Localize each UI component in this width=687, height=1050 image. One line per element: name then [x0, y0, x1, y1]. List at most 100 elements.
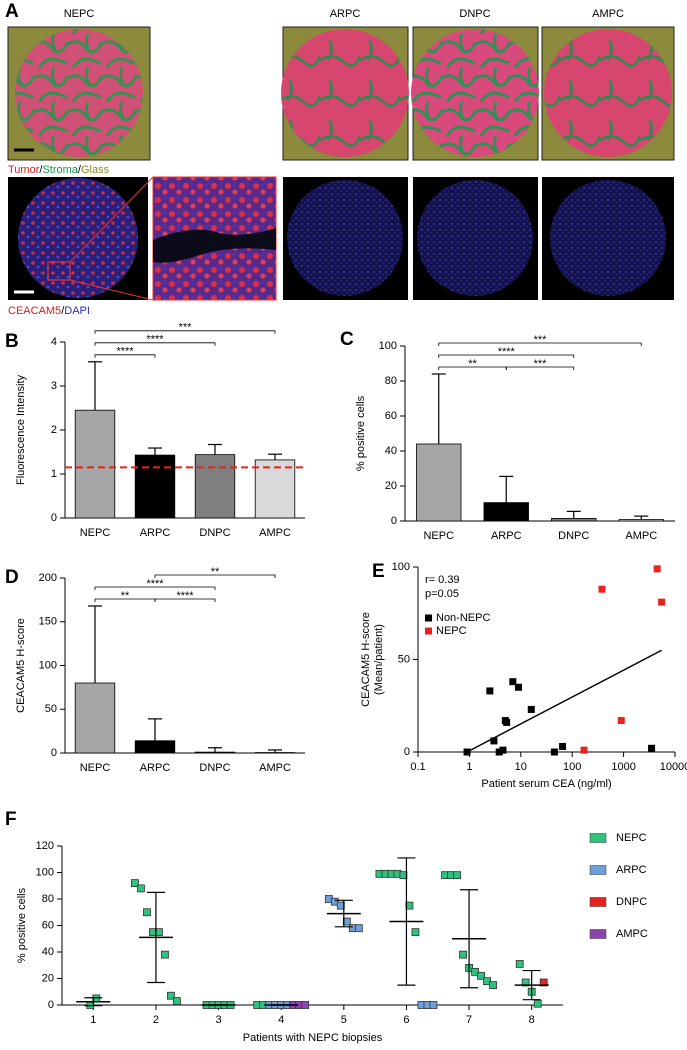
x-tick-label: AMPC	[259, 527, 291, 539]
point	[617, 717, 625, 725]
significance-label: ****	[116, 346, 134, 358]
x-tick-label: 100	[563, 761, 581, 773]
significance-label: **	[468, 358, 477, 370]
legend-swatch	[589, 929, 607, 939]
point	[131, 879, 139, 887]
legend-label: NEPC	[616, 832, 647, 844]
point	[521, 978, 530, 987]
stain-name: /	[78, 164, 82, 176]
x-tick-label: AMPC	[259, 762, 291, 774]
panel-label: E	[372, 561, 385, 582]
y-tick-label: 0	[404, 746, 410, 758]
stain-name: /	[61, 305, 65, 317]
point	[550, 748, 558, 756]
legend-swatch	[589, 865, 607, 875]
annotation: r= 0.39	[425, 574, 460, 586]
point	[648, 744, 656, 752]
bar	[194, 454, 236, 519]
y-axis-label: CEACAM5 H-score	[360, 612, 372, 707]
significance-bracket	[505, 366, 575, 370]
significance-label: ****	[176, 590, 194, 602]
legend-swatch	[589, 833, 607, 843]
bar	[483, 502, 529, 522]
stain-name: Stroma	[42, 164, 78, 176]
y-axis-label: CEACAM5 H-score	[15, 618, 27, 713]
x-tick-label: 1	[466, 761, 472, 773]
x-axis-label: Patient serum CEA (ng/ml)	[481, 778, 611, 790]
panel-label: F	[5, 809, 17, 830]
stain-legend: Tumor/Stroma/Glass	[8, 164, 110, 176]
y-tick-label: 60	[385, 410, 397, 422]
y-tick-label: 40	[385, 445, 397, 457]
x-tick-label: 1000	[611, 761, 635, 773]
image-label: AMPC	[592, 8, 624, 20]
x-tick-label: 8	[529, 1014, 535, 1026]
panel-label: A	[5, 1, 19, 22]
y-tick-label: 80	[385, 375, 397, 387]
y-tick-label: 80	[42, 893, 54, 905]
point	[539, 978, 548, 987]
x-tick-label: 4	[278, 1014, 284, 1026]
x-tick-label: 10	[515, 761, 527, 773]
image-label: NEPC	[64, 8, 95, 20]
point	[173, 997, 181, 1005]
point	[653, 565, 661, 573]
legend-label: AMPC	[616, 928, 648, 940]
x-tick-label: ARPC	[491, 530, 522, 542]
point	[495, 748, 503, 756]
stain-name: /	[39, 164, 43, 176]
legend-label: DNPC	[616, 896, 647, 908]
x-tick-label: 6	[403, 1014, 409, 1026]
legend-label: NEPC	[436, 625, 467, 637]
y-axis-label: % positive cells	[355, 395, 367, 471]
y-tick-label: 0	[391, 515, 397, 527]
y-tick-label: 0	[51, 747, 57, 759]
significance-label: ***	[179, 322, 193, 334]
y-tick-label: 4	[51, 336, 57, 348]
y-axis-label: % positive cells	[16, 887, 28, 963]
point	[658, 598, 666, 606]
x-tick-label: 10000	[660, 761, 687, 773]
point	[490, 737, 498, 745]
significance-label: ****	[498, 346, 516, 358]
point	[471, 967, 479, 976]
y-tick-label: 100	[379, 340, 397, 352]
y-tick-label: 50	[45, 703, 57, 715]
y-tick-label: 1	[51, 468, 57, 480]
y-tick-label: 0	[48, 999, 54, 1011]
bar	[194, 751, 236, 754]
x-tick-label: 0.1	[410, 761, 425, 773]
bar	[74, 682, 116, 754]
x-tick-label: NEPC	[423, 530, 454, 542]
x-tick-label: 2	[153, 1014, 159, 1026]
significance-bracket	[94, 586, 216, 590]
point	[509, 678, 517, 686]
significance-label: **	[121, 590, 130, 602]
fit-line	[466, 649, 663, 753]
significance-label: **	[211, 566, 220, 578]
y-tick-label: 20	[385, 480, 397, 492]
point	[429, 1001, 438, 1009]
y-tick-label: 3	[51, 380, 57, 392]
point	[453, 871, 461, 880]
point	[515, 960, 524, 968]
point	[330, 897, 339, 906]
x-tick-label: NEPC	[80, 527, 111, 539]
y-axis-label: Fluorescence Intensity	[15, 374, 27, 485]
significance-label: ***	[534, 358, 548, 370]
x-tick-label: DNPC	[199, 762, 230, 774]
image-label: DNPC	[459, 8, 490, 20]
significance-label: ****	[146, 578, 164, 590]
significance-bracket	[94, 354, 156, 358]
bar	[551, 517, 597, 522]
y-tick-label: 200	[39, 572, 57, 584]
y-tick-label: 120	[36, 840, 54, 852]
point	[489, 981, 497, 990]
point	[559, 742, 567, 750]
point	[143, 908, 151, 917]
bar	[416, 443, 462, 522]
point	[301, 1001, 310, 1009]
point	[527, 705, 535, 713]
point	[167, 991, 175, 1000]
